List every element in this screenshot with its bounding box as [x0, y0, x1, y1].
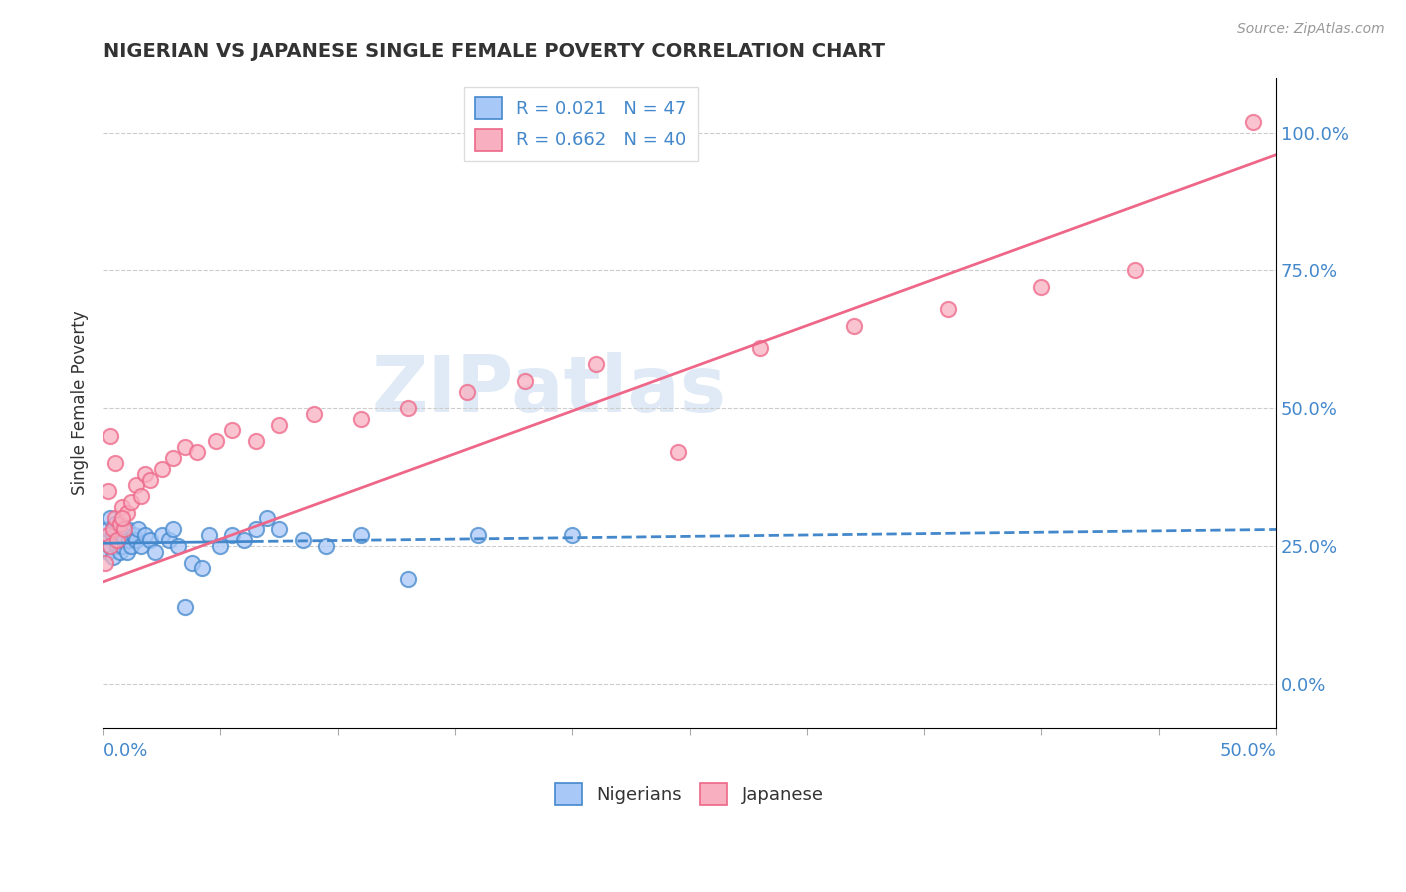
Point: [396, 401, 419, 416]
Point: [111, 511, 134, 525]
Point: [104, 456, 127, 470]
Point: [162, 450, 184, 465]
Point: [350, 412, 373, 426]
Point: [115, 544, 138, 558]
Point: [120, 495, 142, 509]
Point: [1031, 280, 1053, 294]
Point: [98, 539, 121, 553]
Point: [748, 341, 770, 355]
Point: [98, 511, 121, 525]
Point: [115, 523, 138, 537]
Point: [190, 561, 212, 575]
Point: [157, 533, 180, 548]
Point: [221, 423, 243, 437]
Point: [97, 523, 120, 537]
Point: [105, 523, 128, 537]
Point: [97, 483, 120, 498]
Point: [104, 516, 127, 531]
Point: [129, 539, 152, 553]
Point: [267, 523, 290, 537]
Point: [221, 528, 243, 542]
Point: [396, 572, 419, 586]
Point: [129, 490, 152, 504]
Point: [134, 528, 156, 542]
Point: [302, 407, 325, 421]
Point: [515, 374, 537, 388]
Point: [1241, 114, 1264, 128]
Point: [98, 539, 121, 553]
Point: [467, 528, 489, 542]
Point: [267, 417, 290, 432]
Point: [936, 301, 959, 316]
Point: [315, 539, 337, 553]
Point: [118, 533, 141, 548]
Text: ZIPatlas: ZIPatlas: [371, 351, 727, 428]
Point: [174, 599, 197, 614]
Point: [561, 528, 583, 542]
Point: [104, 533, 127, 548]
Point: [122, 528, 145, 542]
Point: [125, 533, 148, 548]
Point: [666, 445, 689, 459]
Point: [97, 528, 120, 542]
Point: [108, 544, 131, 558]
Text: 0.0%: 0.0%: [103, 741, 149, 760]
Point: [350, 528, 373, 542]
Point: [98, 429, 121, 443]
Point: [111, 528, 134, 542]
Point: [94, 533, 117, 548]
Point: [105, 533, 128, 548]
Point: [94, 556, 117, 570]
Point: [139, 533, 162, 548]
Point: [101, 523, 124, 537]
Y-axis label: Single Female Poverty: Single Female Poverty: [72, 310, 89, 495]
Point: [139, 473, 162, 487]
Text: Source: ZipAtlas.com: Source: ZipAtlas.com: [1237, 22, 1385, 37]
Point: [245, 523, 267, 537]
Legend: Nigerians, Japanese: Nigerians, Japanese: [548, 776, 831, 813]
Point: [167, 539, 190, 553]
Point: [108, 533, 131, 548]
Point: [1123, 263, 1146, 277]
Point: [112, 523, 135, 537]
Point: [112, 533, 135, 548]
Point: [245, 434, 267, 449]
Point: [456, 384, 478, 399]
Text: NIGERIAN VS JAPANESE SINGLE FEMALE POVERTY CORRELATION CHART: NIGERIAN VS JAPANESE SINGLE FEMALE POVER…: [103, 42, 886, 61]
Point: [111, 539, 134, 553]
Point: [143, 544, 166, 558]
Point: [127, 523, 149, 537]
Point: [111, 500, 134, 515]
Point: [232, 533, 254, 548]
Point: [97, 544, 120, 558]
Point: [585, 357, 607, 371]
Point: [125, 478, 148, 492]
Point: [105, 539, 128, 553]
Point: [181, 556, 204, 570]
Point: [150, 462, 173, 476]
Point: [291, 533, 314, 548]
Point: [204, 434, 226, 449]
Point: [186, 445, 208, 459]
Point: [209, 539, 232, 553]
Point: [104, 511, 127, 525]
Point: [101, 549, 124, 564]
Point: [174, 440, 197, 454]
Point: [134, 467, 156, 482]
Point: [120, 539, 142, 553]
Point: [197, 528, 219, 542]
Point: [842, 318, 865, 333]
Point: [256, 511, 278, 525]
Text: 50.0%: 50.0%: [1219, 741, 1277, 760]
Point: [101, 528, 124, 542]
Point: [162, 523, 184, 537]
Point: [108, 516, 131, 531]
Point: [150, 528, 173, 542]
Point: [115, 506, 138, 520]
